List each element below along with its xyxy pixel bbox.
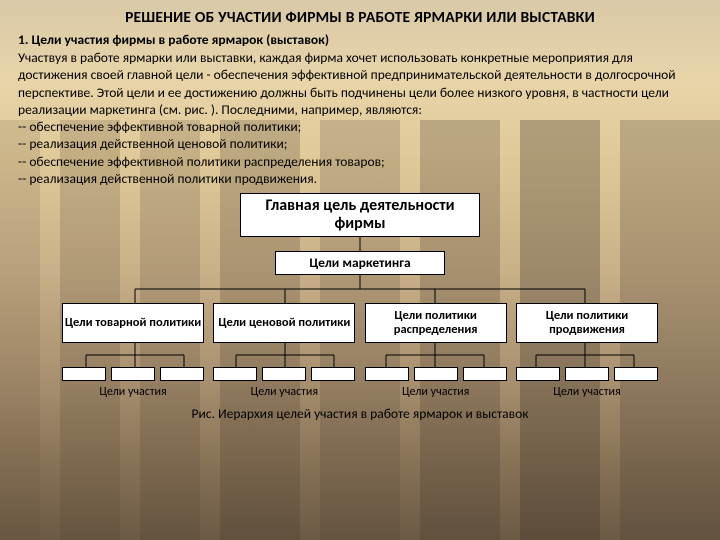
node-product-policy: Цели товарной политики	[62, 303, 204, 343]
leaf-label: Цели участия	[213, 385, 355, 399]
node-promotion-policy: Цели политики продвижения	[516, 303, 658, 343]
leaf-node	[111, 367, 155, 381]
node-main-goal: Главная цель деятельности фирмы	[240, 193, 480, 237]
leaf-node	[614, 367, 658, 381]
bullet-item: -- обеспечение эффективной товарной поли…	[18, 118, 702, 135]
leaf-label: Цели участия	[516, 385, 658, 399]
section-subtitle: 1. Цели участия фирмы в работе ярмарок (…	[18, 31, 702, 48]
leaf-node	[213, 367, 257, 381]
leaf-label: Цели участия	[365, 385, 507, 399]
leaf-node	[565, 367, 609, 381]
leaf-group	[516, 367, 658, 381]
node-marketing-goals: Цели маркетинга	[275, 251, 445, 275]
bullet-item: -- обеспечение эффективной политики расп…	[18, 153, 702, 170]
leaf-node	[365, 367, 409, 381]
leaf-node	[62, 367, 106, 381]
leaf-group	[62, 367, 204, 381]
leaf-node	[414, 367, 458, 381]
hierarchy-diagram: Главная цель деятельности фирмы Цели мар…	[60, 193, 660, 399]
figure-caption: Рис. Иерархия целей участия в работе ярм…	[18, 405, 702, 422]
leaf-node	[463, 367, 507, 381]
leaf-node	[516, 367, 560, 381]
leaf-node	[160, 367, 204, 381]
bullet-list: -- обеспечение эффективной товарной поли…	[18, 118, 702, 187]
page-title: РЕШЕНИЕ ОБ УЧАСТИИ ФИРМЫ В РАБОТЕ ЯРМАРК…	[18, 8, 702, 27]
bullet-item: -- реализация действенной политики продв…	[18, 170, 702, 187]
node-price-policy: Цели ценовой политики	[213, 303, 355, 343]
leaf-node	[311, 367, 355, 381]
leaf-node	[262, 367, 306, 381]
leaf-label: Цели участия	[62, 385, 204, 399]
leaf-group	[213, 367, 355, 381]
leaf-group	[365, 367, 507, 381]
bullet-item: -- реализация действенной ценовой полити…	[18, 135, 702, 152]
node-distribution-policy: Цели политики распределения	[365, 303, 507, 343]
body-paragraph: Участвуя в работе ярмарки или выставки, …	[18, 49, 702, 118]
